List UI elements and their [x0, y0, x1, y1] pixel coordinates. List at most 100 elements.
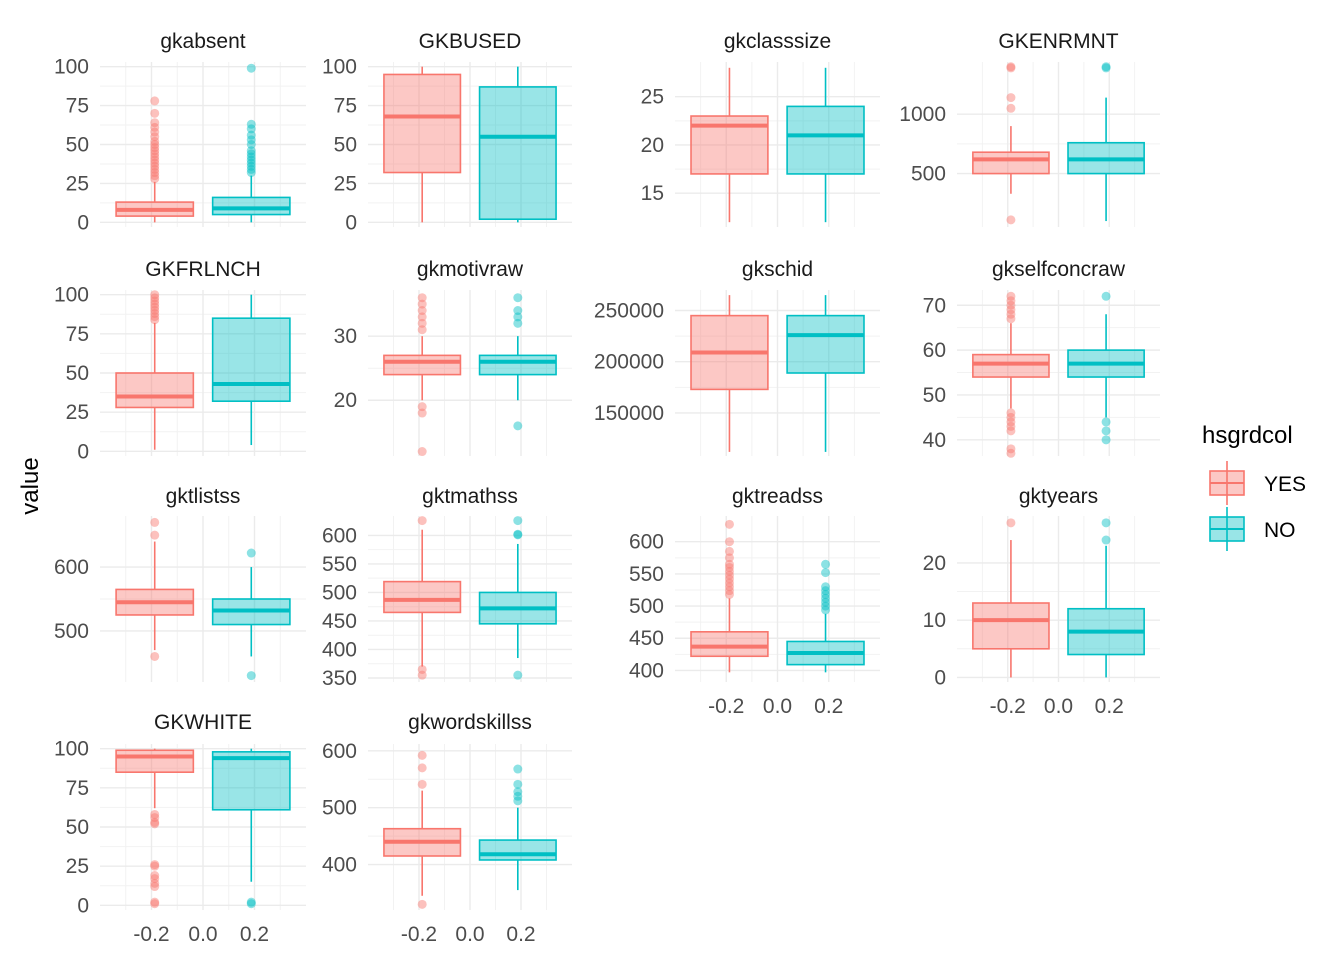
box-yes	[115, 290, 195, 450]
outlier-point	[724, 582, 734, 592]
box-yes	[690, 295, 769, 452]
y-tick-label: 500	[54, 620, 89, 643]
outlier-point	[417, 299, 427, 309]
box-iqr	[786, 105, 865, 175]
y-tick-label: 150000	[594, 402, 664, 425]
outlier-point	[821, 597, 831, 607]
outlier-point	[1101, 63, 1111, 73]
y-tick-label: 400	[322, 854, 357, 877]
outlier-point	[513, 779, 523, 789]
box-no	[478, 764, 557, 891]
outlier-point	[150, 878, 160, 888]
outlier-point	[246, 152, 256, 162]
panel-gkmotivraw: 20 30 gkmotivraw	[334, 258, 572, 457]
box-no	[211, 294, 291, 446]
outlier-point	[150, 155, 160, 165]
outlier-point	[724, 586, 734, 596]
outlier-point	[150, 127, 160, 137]
outlier-point	[150, 290, 160, 300]
panel-title: GKENRMNT	[998, 30, 1118, 53]
outlier-point	[1006, 417, 1016, 427]
x-tick-label: 0.0	[188, 923, 217, 946]
x-tick-label: 0.2	[1095, 695, 1124, 718]
outlier-point	[821, 601, 831, 611]
outlier-point	[1101, 535, 1111, 545]
legend-title: hsgrdcol	[1202, 422, 1293, 449]
y-tick-label: 75	[66, 323, 89, 346]
y-tick-label: 550	[322, 553, 357, 576]
box-yes	[115, 517, 195, 661]
y-tick-label: 400	[629, 659, 664, 682]
outlier-point	[1006, 103, 1016, 113]
outlier-point	[1101, 417, 1111, 427]
outlier-point	[246, 548, 256, 558]
outlier-point	[417, 779, 427, 789]
y-tick-label: 500	[322, 581, 357, 604]
box-no	[478, 66, 557, 223]
outlier-point	[821, 593, 831, 603]
outlier-point	[150, 96, 160, 106]
panel-title: gktmathss	[422, 485, 518, 508]
x-tick-label: -0.2	[708, 695, 744, 718]
y-tick-label: 50	[923, 384, 946, 407]
y-tick-label: 500	[322, 797, 357, 820]
box-no	[211, 63, 291, 223]
outlier-point	[1101, 435, 1111, 445]
outlier-point	[246, 158, 256, 168]
outlier-point	[150, 161, 160, 171]
y-tick-label: 100	[54, 56, 89, 79]
y-tick-label: 600	[629, 531, 664, 554]
box-iqr	[972, 151, 1050, 175]
box-yes	[383, 516, 462, 680]
box-iqr	[211, 751, 291, 811]
outlier-point	[1101, 62, 1111, 72]
x-tick-label: 0.2	[506, 923, 535, 946]
x-tick-label: 0.2	[814, 695, 843, 718]
outlier-point	[1006, 305, 1016, 315]
box-iqr	[478, 86, 557, 221]
outlier-point	[513, 306, 523, 316]
outlier-point	[246, 149, 256, 159]
box-no	[1067, 62, 1145, 222]
panel-gkschid: 150000 200000 250000 gkschid	[594, 258, 880, 456]
outlier-point	[150, 882, 160, 892]
outlier-point	[150, 122, 160, 132]
outlier-point	[724, 537, 734, 547]
legend-key-no: NO	[1209, 507, 1296, 551]
x-tick-label: 0.0	[455, 923, 484, 946]
outlier-point	[1006, 93, 1016, 103]
outlier-point	[417, 670, 427, 680]
outlier-point	[513, 293, 523, 303]
outlier-point	[150, 152, 160, 162]
box-yes	[383, 293, 462, 457]
outlier-point	[150, 819, 160, 829]
panel-GKFRLNCH: 0 25 50 75 100 GKFRLNCH	[54, 258, 306, 463]
box-iqr	[383, 580, 462, 614]
box-iqr	[972, 353, 1050, 378]
y-tick-label: 25	[641, 86, 664, 109]
y-tick-label: 550	[629, 563, 664, 586]
box-yes	[383, 750, 462, 909]
panel-title: gkmotivraw	[417, 258, 524, 281]
y-tick-label: 0	[77, 440, 89, 463]
outlier-point	[1101, 426, 1111, 436]
y-tick-label: 450	[629, 627, 664, 650]
outlier-point	[417, 325, 427, 335]
box-yes	[972, 62, 1050, 225]
y-tick-label: 600	[322, 740, 357, 763]
y-tick-label: 0	[77, 211, 89, 234]
y-tick-label: 75	[334, 95, 357, 118]
outlier-point	[150, 312, 160, 322]
panel-gkclasssize: 15 20 25 gkclasssize	[641, 30, 880, 227]
y-tick-label: 20	[334, 389, 357, 412]
outlier-point	[150, 899, 160, 909]
outlier-point	[150, 860, 160, 870]
outlier-point	[724, 574, 734, 584]
y-tick-label: 30	[334, 325, 357, 348]
y-tick-label: 20	[641, 134, 664, 157]
panel-gktyears: 0 10 20 gktyears -0.2 0.0 0.2	[923, 485, 1160, 718]
outlier-point	[150, 149, 160, 159]
outlier-point	[821, 586, 831, 596]
y-tick-label: 25	[334, 172, 357, 195]
outlier-point	[417, 664, 427, 674]
